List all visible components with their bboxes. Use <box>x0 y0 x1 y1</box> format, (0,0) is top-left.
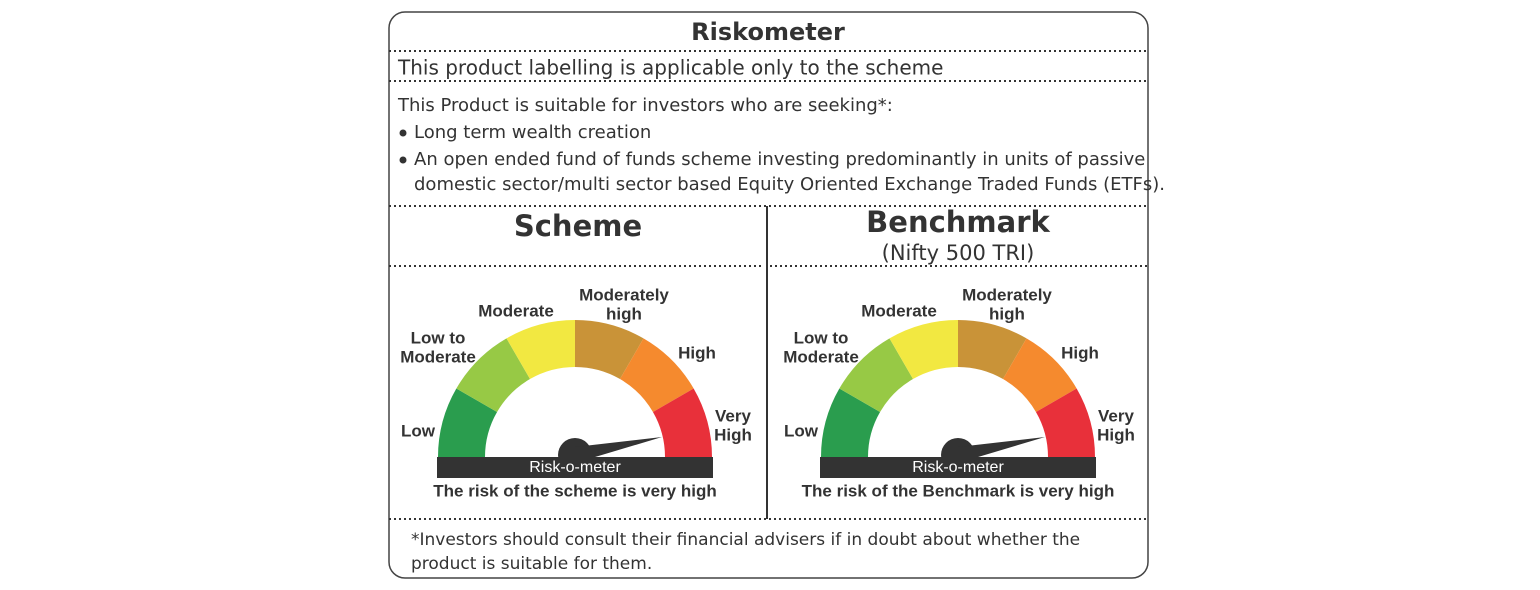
gauge-level-label: Moderately <box>962 285 1052 304</box>
gauge-segment <box>438 388 498 457</box>
subtitle: This product labelling is applicable onl… <box>397 56 943 80</box>
needle <box>958 437 1045 463</box>
panel-subheading: (Nifty 500 TRI) <box>882 241 1035 265</box>
gauge-segment <box>1003 338 1077 412</box>
panel-heading: Scheme <box>514 209 642 243</box>
gauge-level-label: Low <box>401 421 436 440</box>
gauge-level-label: Moderately <box>579 285 669 304</box>
footnote: *Investors should consult their financia… <box>411 530 1080 550</box>
gauge-segment <box>456 338 530 412</box>
gauge-level-label: Very <box>1098 406 1134 425</box>
title: Riskometer <box>691 18 845 46</box>
meter-caption: The risk of the Benchmark is very high <box>802 481 1115 500</box>
gauge-segment <box>821 388 881 457</box>
gauge-level-label: Low to <box>411 328 466 347</box>
gauge-segment <box>889 320 958 380</box>
gauge-segment <box>1035 388 1095 457</box>
meter-label: Risk-o-meter <box>912 459 1004 476</box>
bullet: An open ended fund of funds scheme inves… <box>414 149 1145 170</box>
gauge-segment <box>652 388 712 457</box>
gauge-segment <box>506 320 575 380</box>
intro: This Product is suitable for investors w… <box>397 95 893 116</box>
card-border <box>388 11 1149 579</box>
meter-bar <box>820 457 1096 478</box>
gauge-level-label: Moderate <box>861 301 937 320</box>
gauge-level-label: High <box>714 425 752 444</box>
gauge-level-label: Moderate <box>783 347 859 366</box>
panel-heading: Benchmark <box>866 205 1050 239</box>
gauge-segment <box>620 338 694 412</box>
gauge-level-label: Low <box>784 421 819 440</box>
bullet-dot <box>399 156 407 164</box>
gauge-level-label: High <box>1061 343 1099 362</box>
gauge-level-label: Moderate <box>478 301 554 320</box>
gauge-level-label: high <box>606 304 642 323</box>
meter-bar <box>437 457 713 478</box>
bullet: domestic sector/multi sector based Equit… <box>414 174 1165 195</box>
meter-caption: The risk of the scheme is very high <box>433 481 716 500</box>
gauge-level-label: High <box>1097 425 1135 444</box>
needle <box>575 437 662 463</box>
gauge-level-label: high <box>989 304 1025 323</box>
meter-label: Risk-o-meter <box>529 459 621 476</box>
bullet: Long term wealth creation <box>414 122 651 143</box>
gauge-level-label: Very <box>715 406 751 425</box>
gauge-segment <box>575 320 644 380</box>
gauge-level-label: Low to <box>794 328 849 347</box>
gauge-level-label: Moderate <box>400 347 476 366</box>
gauge-segment <box>839 338 913 412</box>
gauge-level-label: High <box>678 343 716 362</box>
bullet-dot <box>399 129 407 137</box>
gauge-segment <box>958 320 1027 380</box>
footnote: product is suitable for them. <box>411 554 652 574</box>
